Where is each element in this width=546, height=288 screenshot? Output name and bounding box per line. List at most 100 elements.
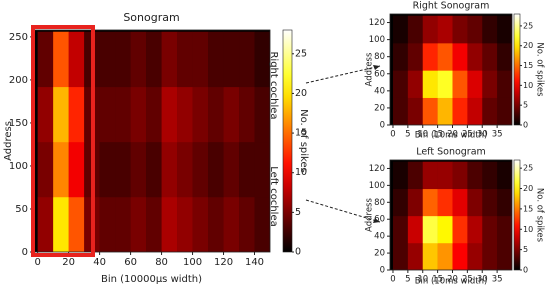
heatmap-cell	[437, 215, 453, 244]
heatmap-cell	[452, 70, 468, 98]
heatmap-cell	[452, 161, 468, 190]
heatmap-cell	[407, 188, 424, 217]
x-tick-label: 5	[405, 275, 410, 285]
x-tick-label: 35	[492, 130, 503, 140]
heatmap-cell	[392, 161, 409, 190]
arrowhead	[373, 218, 380, 223]
x-axis-label: Bin (10000μs width)	[101, 274, 202, 285]
pointer-line	[305, 65, 381, 84]
y-tick-label: 50	[15, 204, 28, 215]
heatmap-cell	[452, 43, 468, 71]
heatmap-cell	[99, 86, 116, 143]
heatmap-cell	[482, 242, 498, 270]
heatmap-cell	[422, 15, 438, 44]
heatmap-cell	[254, 196, 270, 252]
heatmap-cell	[177, 31, 193, 88]
heatmap-cell	[437, 15, 453, 44]
y-tick-label: 20	[374, 103, 385, 113]
heatmap-cell	[452, 188, 468, 217]
heatmap-cell	[146, 86, 162, 143]
colorbar-tick-label: 0	[523, 266, 528, 275]
colorbar-tick-label: 20	[523, 41, 533, 50]
x-tick-label: 20	[447, 275, 458, 285]
colorbar-tick-label: 5	[523, 101, 528, 110]
y-tick-label: 0	[22, 247, 28, 258]
y-axis-label: Address	[365, 198, 375, 232]
x-tick-label: 15	[432, 130, 443, 140]
heatmap-cell	[392, 215, 409, 244]
heatmap-cell	[115, 196, 131, 252]
heatmap-cell	[192, 31, 209, 88]
colorbar-tick-label: 20	[295, 88, 307, 99]
heatmap-cell	[437, 97, 453, 125]
heatmap-cell	[392, 242, 409, 270]
heatmap-cell	[161, 141, 178, 198]
heatmap-cell	[161, 86, 178, 143]
colorbar-tick-label: 5	[523, 245, 528, 254]
x-tick-label: 25	[462, 275, 473, 285]
heatmap-cell	[407, 15, 424, 44]
heatmap-cell	[239, 141, 255, 198]
heatmap-cell	[422, 242, 438, 270]
heatmap-cell	[99, 196, 116, 252]
heatmap-cell	[146, 31, 162, 88]
heatmap-cell	[130, 196, 147, 252]
heatmap-cell	[407, 97, 424, 125]
heatmap-cell	[192, 141, 209, 198]
x-tick-label: 100	[183, 257, 202, 268]
x-tick-label: 5	[405, 130, 410, 140]
chart-title: Right Sonogram	[413, 1, 490, 12]
heatmap-cell	[53, 31, 69, 88]
heatmap-cell	[392, 188, 409, 217]
y-axis-label: Address	[3, 121, 14, 161]
heatmap-cell	[497, 15, 512, 44]
y-tick-label: 40	[374, 232, 385, 242]
x-tick-label: 10	[417, 130, 428, 140]
heatmap-cell	[177, 196, 193, 252]
heatmap-cell	[422, 215, 438, 244]
heatmap-cell	[177, 86, 193, 143]
x-tick-label: 30	[477, 130, 488, 140]
chart-title: Sonogram	[123, 11, 179, 24]
heatmap-cell	[53, 141, 69, 198]
colorbar-tick-label: 25	[295, 48, 307, 59]
x-tick-label: 15	[432, 275, 443, 285]
x-tick-label: 140	[245, 257, 264, 268]
heatmap-cell	[467, 97, 483, 125]
plot-area	[390, 14, 512, 125]
y-tick-label: 0	[380, 266, 385, 276]
heatmap-cell	[482, 97, 498, 125]
heatmap-cell	[99, 141, 116, 198]
colorbar-tick-label: 15	[295, 128, 307, 139]
heatmap-cell	[407, 70, 424, 98]
colorbar-label: No. of spikes	[535, 42, 545, 97]
x-tick-label: 25	[462, 130, 473, 140]
x-tick-label: 120	[214, 257, 233, 268]
colorbar-tick-label: 10	[523, 225, 533, 234]
heatmap-cell	[239, 86, 255, 143]
heatmap-cell	[208, 86, 224, 143]
heatmap-cell	[146, 196, 162, 252]
y-axis-label: Address	[365, 52, 375, 86]
colorbar-tick-label: 10	[295, 167, 307, 178]
colorbar	[513, 13, 521, 126]
heatmap-cell	[239, 196, 255, 252]
heatmap-cell	[497, 215, 512, 244]
heatmap-cell	[130, 31, 147, 88]
colorbar-tick-label: 15	[523, 204, 533, 213]
colorbar-tick-label: 0	[295, 247, 301, 258]
heatmap-cell	[467, 43, 483, 71]
y-tick-label: 250	[9, 32, 28, 43]
x-tick-label: 35	[492, 275, 503, 285]
heatmap-cell	[68, 196, 85, 252]
y-tick-label: 40	[374, 86, 385, 96]
heatmap-cell	[497, 43, 512, 71]
heatmap-cell	[497, 161, 512, 190]
heatmap-cell	[208, 141, 224, 198]
colorbar	[513, 159, 521, 271]
heatmap-cell	[452, 242, 468, 270]
heatmap-cell	[192, 196, 209, 252]
heatmap-cell	[161, 31, 178, 88]
heatmap-cell	[437, 161, 453, 190]
x-tick-label: 80	[155, 257, 168, 268]
